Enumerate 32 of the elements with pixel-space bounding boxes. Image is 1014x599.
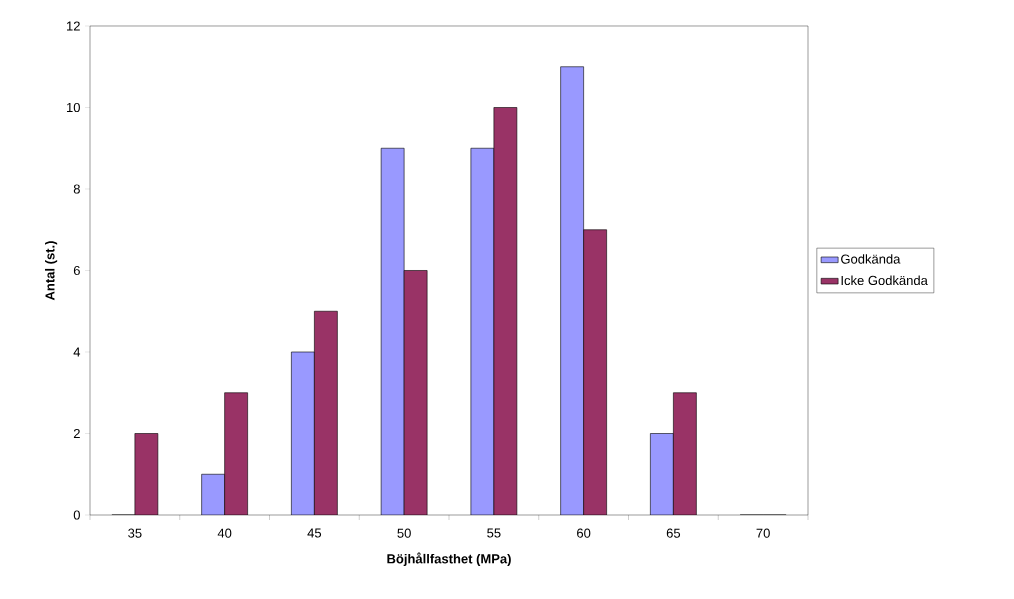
bar — [403, 270, 428, 515]
x-tick-label: 70 — [756, 528, 770, 538]
y-tick-label: 6 — [73, 265, 80, 276]
x-tick-label: 60 — [577, 528, 591, 538]
bar — [134, 433, 158, 515]
x-tick-label: 55 — [487, 528, 501, 538]
x-tick-label: 35 — [128, 528, 142, 538]
y-tick-label: 8 — [73, 184, 80, 194]
bar — [470, 147, 495, 515]
bar — [224, 392, 248, 515]
x-axis-title: Böjhållfasthet (MPa) — [387, 552, 511, 566]
x-tick-label: 45 — [307, 528, 322, 538]
bar — [291, 351, 315, 515]
bar — [650, 433, 674, 515]
y-tick-label: 0 — [73, 510, 80, 520]
x-tick-label: 50 — [397, 528, 411, 538]
y-tick-label: 2 — [73, 428, 80, 439]
y-tick-label: 10 — [66, 102, 80, 113]
bar — [380, 147, 405, 515]
legend-label: Icke Godkända — [841, 275, 928, 286]
x-tick-label: 65 — [666, 528, 681, 538]
bar — [560, 66, 584, 515]
bar — [493, 107, 518, 515]
bar — [583, 229, 607, 515]
y-tick-label: 4 — [73, 347, 81, 357]
bar — [314, 310, 338, 515]
x-tick-label: 40 — [217, 528, 232, 538]
y-tick-label: 12 — [66, 21, 80, 31]
bar — [673, 392, 697, 515]
bar — [201, 473, 225, 515]
legend-label: Godkända — [841, 254, 901, 264]
y-axis-title: Antal (st.) — [45, 241, 58, 301]
